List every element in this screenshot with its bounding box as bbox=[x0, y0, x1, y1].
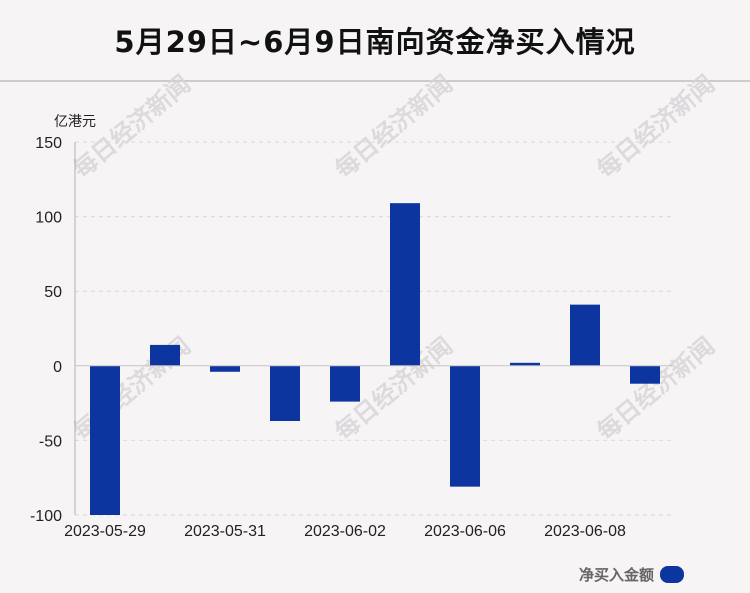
legend: 净买入金额 bbox=[579, 564, 684, 585]
y-tick-label: -100 bbox=[30, 508, 62, 525]
bar-2023-05-29 bbox=[90, 365, 120, 515]
bar-2023-06-09 bbox=[630, 365, 660, 384]
title-bar: 5月29日~6月9日南向资金净买入情况 bbox=[0, 0, 750, 82]
bar-2023-06-07 bbox=[510, 362, 540, 366]
y-tick-label: -50 bbox=[39, 433, 62, 450]
x-tick-label: 2023-05-29 bbox=[64, 523, 146, 540]
watermark-text: 每日经济新闻 bbox=[330, 70, 458, 184]
chart-title: 5月29日~6月9日南向资金净买入情况 bbox=[114, 25, 636, 59]
bar-2023-06-05 bbox=[390, 203, 420, 366]
x-tick-label: 2023-06-02 bbox=[304, 523, 386, 540]
watermark-text: 每日经济新闻 bbox=[592, 70, 720, 184]
bar-2023-06-08 bbox=[570, 304, 600, 366]
y-tick-label: 100 bbox=[35, 210, 62, 227]
y-tick-label: 0 bbox=[53, 359, 62, 376]
x-tick-label: 2023-06-08 bbox=[544, 523, 626, 540]
y-unit-label: 亿港元 bbox=[54, 114, 96, 130]
bar-2023-05-31 bbox=[210, 365, 240, 372]
y-tick-label: 50 bbox=[44, 284, 62, 301]
watermark-text: 每日经济新闻 bbox=[592, 332, 720, 446]
bar-2023-06-06 bbox=[450, 365, 480, 487]
x-tick-label: 2023-06-06 bbox=[424, 523, 506, 540]
x-tick-label: 2023-05-31 bbox=[184, 523, 266, 540]
watermark-text: 每日经济新闻 bbox=[68, 70, 196, 184]
legend-swatch bbox=[660, 566, 684, 583]
bar-2023-06-01 bbox=[270, 365, 300, 422]
bar-2023-06-02 bbox=[330, 365, 360, 402]
y-tick-label: 150 bbox=[35, 135, 62, 152]
legend-label: 净买入金额 bbox=[578, 566, 654, 584]
bar-2023-05-30 bbox=[150, 344, 180, 366]
